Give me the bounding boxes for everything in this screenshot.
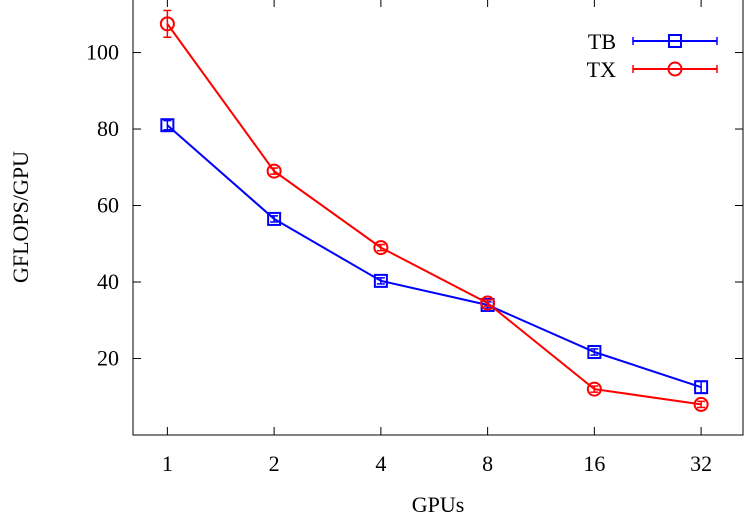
x-tick-label: 8: [482, 451, 493, 476]
y-tick-label: 80: [97, 116, 119, 141]
series-tb: [160, 118, 709, 395]
x-tick-label: 16: [583, 451, 605, 476]
y-tick-label: 100: [86, 40, 119, 65]
x-axis-label: GPUs: [412, 492, 465, 517]
axes: 1 2 4 8 16 32 20 40 60 80 100: [86, 0, 743, 476]
data-point: [693, 396, 709, 412]
y-tick-label: 20: [97, 346, 119, 371]
data-point: [373, 273, 388, 288]
data-point: [480, 295, 496, 311]
data-point: [694, 380, 709, 395]
y-tick-label: 60: [97, 193, 119, 218]
data-point: [159, 16, 175, 32]
legend: TB TX: [587, 29, 718, 82]
x-tick-label: 32: [690, 451, 712, 476]
data-point: [587, 345, 602, 360]
data-point: [586, 381, 602, 397]
x-tick-label: 4: [375, 451, 386, 476]
legend-label: TX: [587, 57, 616, 82]
data-point: [266, 163, 282, 179]
series-line: [166, 124, 702, 389]
data-point: [267, 211, 282, 226]
x-tick-label: 2: [269, 451, 280, 476]
y-tick-label: 40: [97, 269, 119, 294]
plot-frame: [132, 0, 744, 436]
data-point: [160, 118, 175, 133]
series-layer: [159, 9, 709, 412]
series-tx: [159, 9, 709, 412]
y-axis-label: GFLOPS/GPU: [8, 151, 33, 283]
data-point: [373, 240, 389, 256]
x-tick-label: 1: [162, 451, 173, 476]
series-line: [166, 23, 702, 406]
legend-marker: [667, 61, 683, 77]
legend-label: TB: [588, 29, 616, 54]
legend-marker: [668, 34, 682, 48]
